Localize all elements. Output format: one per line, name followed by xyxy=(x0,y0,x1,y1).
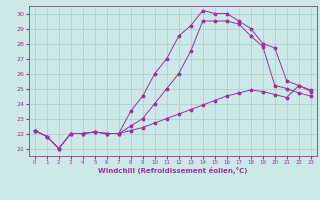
X-axis label: Windchill (Refroidissement éolien,°C): Windchill (Refroidissement éolien,°C) xyxy=(98,167,247,174)
